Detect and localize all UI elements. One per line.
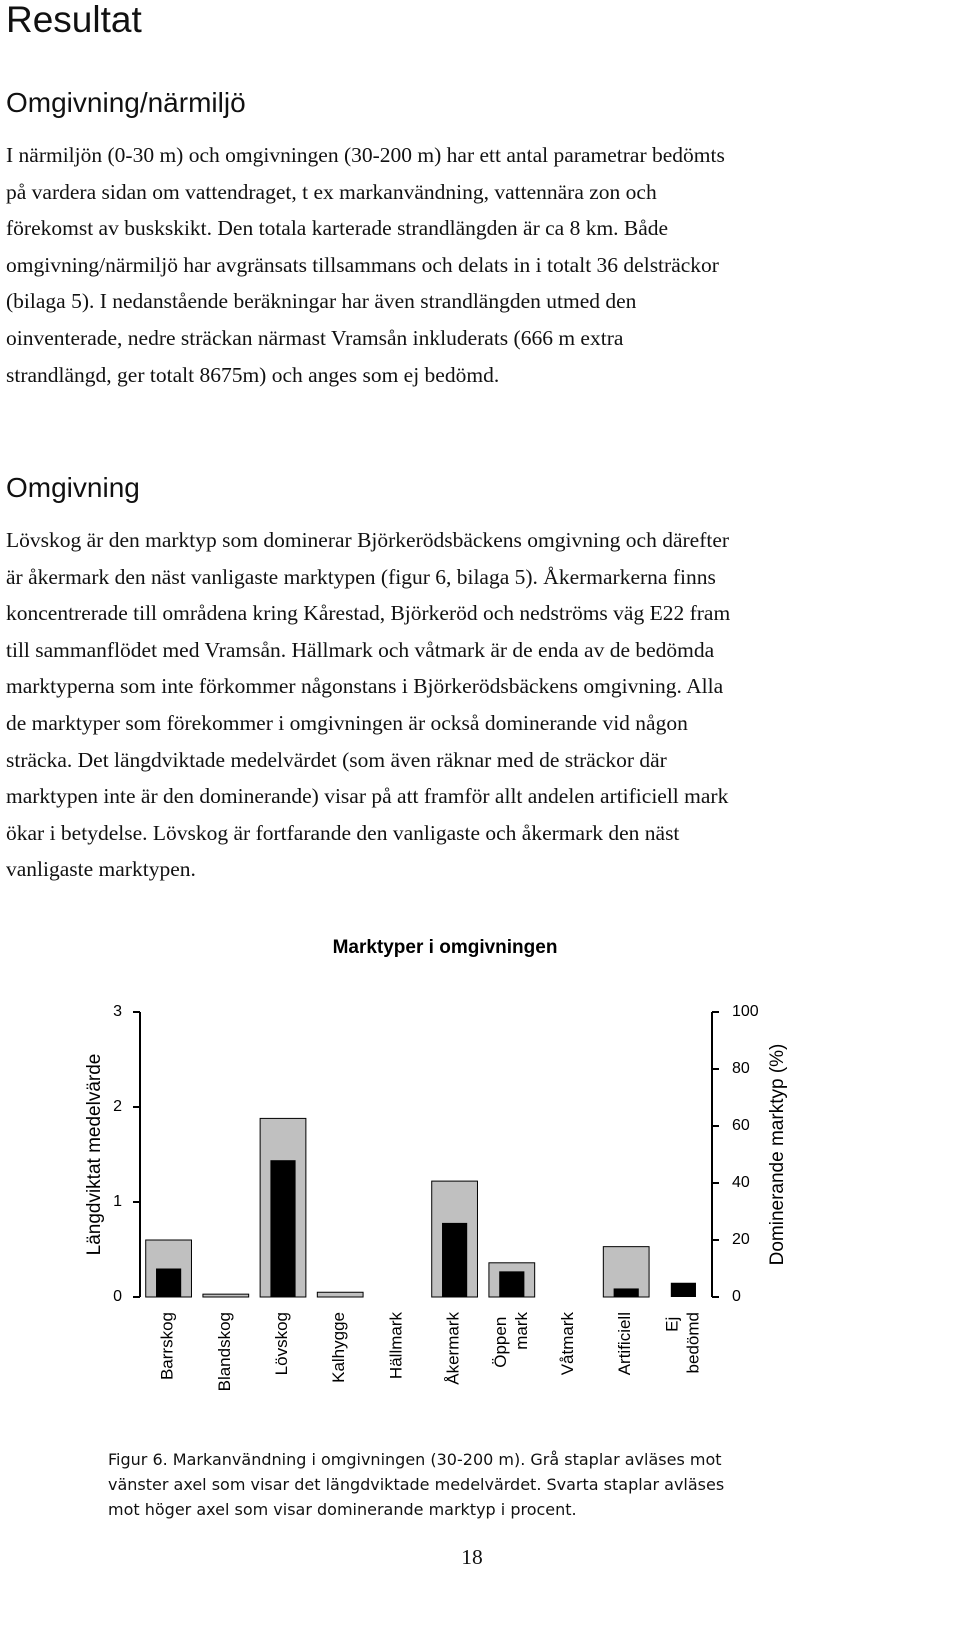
caption-line: mot höger axel som visar dominerande mar… — [108, 1500, 577, 1519]
x-tick-label: Våtmark — [558, 1312, 577, 1376]
y-tick-label: 0 — [113, 1288, 122, 1305]
y2-tick-label: 100 — [732, 1003, 759, 1020]
paragraph-line: är åkermark den näst vanligaste marktype… — [6, 564, 716, 589]
paragraph-line: de marktyper som förekommer i omgivninge… — [6, 711, 688, 735]
y-tick-label: 2 — [113, 1098, 122, 1115]
x-tick-label: Blandskog — [215, 1312, 234, 1391]
paragraph-line: marktypen inte är den dominerande) visar… — [6, 784, 729, 809]
paragraph-line: strandlängd, ger totalt 8675m) och anges… — [6, 362, 500, 387]
bar — [316, 1291, 364, 1298]
paragraph-line: I närmiljön (0-30 m) och omgivningen (30… — [6, 143, 725, 167]
caption-line: vänster axel som visar det längdviktade … — [108, 1475, 725, 1494]
y-axis-title: Längdviktat medelvärde — [84, 1054, 105, 1256]
section-heading: Omgivning/närmiljö — [6, 87, 246, 118]
paragraph-line: omgivning/närmiljö har avgränsats tillsa… — [6, 252, 719, 277]
y2-tick-label: 80 — [732, 1060, 750, 1077]
paragraph-line: marktyperna som inte förkommer någonstan… — [6, 674, 724, 699]
x-tick-label: Barrskog — [158, 1312, 177, 1380]
x-tick-label: Artificiell — [616, 1312, 635, 1375]
y2-tick-label: 60 — [732, 1117, 750, 1134]
y-tick-label: 3 — [113, 1003, 122, 1020]
y-tick-label: 1 — [113, 1193, 122, 1210]
section-heading: Omgivning — [6, 472, 140, 503]
chart-title: Marktyper i omgivningen — [333, 937, 558, 958]
page-title: Resultat — [6, 0, 142, 40]
bar — [442, 1222, 468, 1297]
x-tick-label: Ej bedömd — [663, 1312, 703, 1373]
paragraph-line: på vardera sidan om vattendraget, t ex m… — [6, 179, 657, 204]
paragraph-line: oinventerade, nedre sträckan närmast Vra… — [6, 326, 624, 350]
bar — [156, 1268, 182, 1297]
x-tick-label: Kalhygge — [330, 1312, 349, 1383]
caption-line: Figur 6. Markanvändning i omgivningen (3… — [108, 1450, 722, 1469]
y2-tick-label: 40 — [732, 1174, 750, 1191]
paragraph-line: vanligaste marktypen. — [6, 857, 196, 882]
paragraph-line: Lövskog är den marktyp som dominerar Bjö… — [6, 528, 730, 552]
page-number: 18 — [461, 1545, 483, 1569]
bar — [202, 1293, 250, 1298]
y2-axis-title: Dominerande marktyp (%) — [767, 1044, 788, 1266]
x-tick-label: Öppen mark — [491, 1312, 531, 1368]
paragraph-line: ökar i betydelse. Lövskog är fortfarande… — [6, 820, 680, 845]
x-tick-label: Åkermark — [444, 1312, 463, 1385]
bar — [670, 1282, 696, 1297]
x-tick-label: Lövskog — [272, 1312, 291, 1375]
paragraph-line: förekomst av buskskikt. Den totala karte… — [6, 216, 669, 241]
paragraph-line: (bilaga 5). I nedanstående beräkningar h… — [6, 289, 637, 314]
bar — [499, 1271, 525, 1297]
paragraph-line: koncentrerade till områdena kring Kårest… — [6, 601, 731, 626]
paragraph-line: till sammanflödet med Vramsån. Hällmark … — [6, 637, 715, 662]
paragraph-line: sträcka. Det längdviktade medelvärdet (s… — [6, 747, 667, 772]
y2-tick-label: 20 — [732, 1231, 750, 1248]
bar — [613, 1288, 639, 1297]
bar — [270, 1160, 296, 1297]
y2-tick-label: 0 — [732, 1288, 741, 1305]
x-tick-label: Hällmark — [387, 1312, 406, 1380]
